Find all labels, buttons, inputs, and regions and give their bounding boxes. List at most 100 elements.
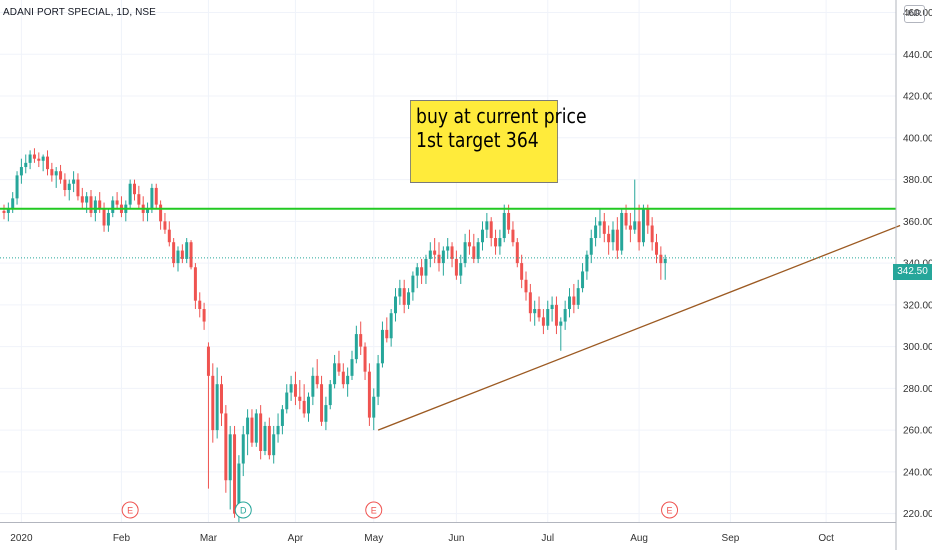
candle-body	[420, 267, 424, 276]
candle-body	[250, 417, 254, 443]
earnings-marker	[121, 501, 139, 519]
price-tick-label: 380.00	[903, 175, 932, 186]
candle-body	[511, 229, 515, 243]
candle-body	[385, 329, 389, 339]
candle-body	[311, 375, 315, 397]
candle-body	[263, 425, 267, 452]
candle-body	[367, 371, 371, 418]
candle-body	[620, 212, 624, 251]
candle-body	[150, 187, 154, 209]
candle-body	[115, 200, 119, 205]
candle-body	[46, 156, 49, 170]
candle-body	[528, 292, 532, 314]
candle-body	[241, 434, 245, 464]
candle-body	[341, 371, 345, 385]
candle-body	[398, 288, 402, 297]
candle-body	[80, 196, 84, 203]
event-marker-label: E	[667, 506, 673, 516]
candle-body	[59, 171, 63, 180]
candle-body	[520, 263, 524, 280]
last-price-label: 342.50	[893, 264, 932, 280]
chart-title: ADANI PORT SPECIAL, 1D, NSE	[3, 7, 156, 18]
candle-body	[324, 405, 328, 422]
candle-body	[637, 221, 641, 243]
candle-body	[15, 175, 19, 199]
candle-body	[359, 334, 363, 347]
candle-body	[650, 225, 654, 243]
candle-body	[228, 434, 232, 481]
candle-body	[293, 384, 297, 397]
currency-badge[interactable]: INR	[904, 5, 925, 23]
candle-body	[655, 242, 658, 255]
candle-body	[302, 400, 306, 414]
candle-body	[159, 204, 163, 222]
annotation-box[interactable]: buy at current price 1st target 364	[410, 100, 587, 183]
candle-body	[659, 254, 663, 264]
time-tick-label: Jun	[448, 533, 464, 544]
candle-body	[446, 246, 450, 251]
candle-body	[280, 409, 284, 426]
candle-body	[485, 221, 489, 230]
candle-body	[450, 246, 454, 259]
time-axis[interactable]: 2020 Feb Mar Apr May Jun Jul Aug Sep Oct	[10, 533, 834, 544]
time-tick-label: Mar	[200, 533, 218, 544]
candle-body	[433, 250, 437, 255]
candle-body	[85, 196, 89, 203]
price-tick-label: 320.00	[903, 300, 932, 311]
candle-body	[328, 384, 332, 406]
candle-body	[276, 425, 280, 435]
candle-body	[581, 271, 585, 289]
candle-body	[441, 250, 445, 264]
earnings-marker	[661, 501, 679, 519]
candle-body	[589, 238, 593, 255]
candle-body	[524, 279, 528, 293]
candle-body	[54, 171, 58, 176]
price-tick-label: 260.00	[903, 426, 932, 437]
candle-body	[63, 179, 67, 191]
time-tick-label: Sep	[722, 533, 740, 544]
candle-body	[198, 300, 202, 310]
candle-body	[37, 158, 41, 161]
price-tick-label: 440.00	[903, 50, 932, 61]
candle-body	[546, 309, 550, 326]
candle-body	[19, 167, 23, 176]
event-marker-label: D	[240, 506, 247, 516]
candle-body	[180, 250, 184, 259]
candle-body	[346, 375, 350, 385]
candle-body	[163, 221, 167, 230]
candle-body	[572, 296, 576, 305]
price-tick-label: 220.00	[903, 509, 932, 520]
candle-body	[24, 162, 28, 168]
candle-body	[220, 384, 223, 414]
candle-body	[459, 263, 463, 276]
candle-body	[541, 317, 545, 326]
candle-body	[128, 183, 132, 205]
time-tick-label: Feb	[113, 533, 131, 544]
candle-body	[428, 250, 432, 259]
candle-body	[315, 375, 319, 385]
candle-body	[224, 413, 228, 481]
candle-body	[476, 242, 480, 259]
grid-lines	[0, 0, 896, 522]
candle-body	[515, 242, 519, 264]
candle-body	[502, 212, 506, 239]
candle-body	[50, 169, 54, 176]
candle-body	[646, 208, 650, 226]
dividend-marker	[234, 501, 252, 519]
price-tick-label: 300.00	[903, 342, 932, 353]
candle-body	[454, 258, 458, 276]
candlestick-series	[2, 148, 667, 522]
candle-body	[146, 208, 150, 213]
candle-body	[246, 417, 250, 435]
price-tick-label: 460.00	[903, 8, 932, 19]
candle-body	[154, 187, 158, 205]
candle-body	[6, 208, 10, 213]
candle-body	[307, 396, 310, 414]
candle-body	[489, 221, 493, 239]
candle-body	[472, 246, 476, 259]
price-tick-label: 240.00	[903, 467, 932, 478]
candle-body	[585, 254, 589, 272]
candle-body	[641, 208, 645, 243]
